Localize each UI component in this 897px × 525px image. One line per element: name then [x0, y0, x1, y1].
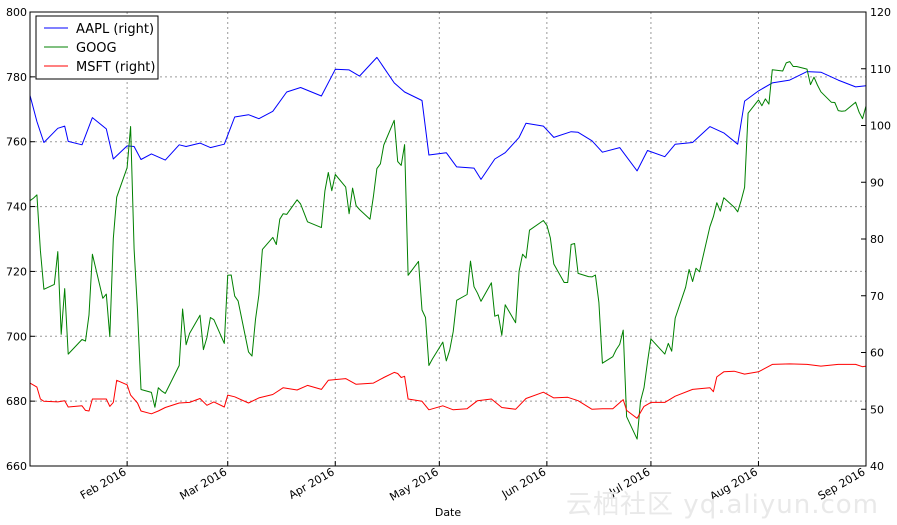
- y-left-tick-label: 740: [6, 201, 27, 214]
- y-right-tick-label: 120: [870, 6, 891, 19]
- x-tick-label: Mar 2016: [177, 465, 229, 502]
- y-left-tick-label: 720: [6, 265, 27, 278]
- legend-label: GOOG: [76, 41, 117, 56]
- x-tick-label: Jun 2016: [499, 465, 549, 501]
- x-tick-label: May 2016: [387, 465, 440, 503]
- y-left-tick-label: 700: [6, 330, 27, 343]
- y-right-tick-label: 90: [870, 176, 884, 189]
- y-right-tick-label: 100: [870, 120, 891, 133]
- y-right-tick-label: 60: [870, 347, 884, 360]
- y-right-tick-label: 110: [870, 63, 891, 76]
- x-tick-label: Apr 2016: [287, 465, 337, 502]
- series-line-msft: [29, 363, 867, 419]
- y-right-tick-label: 70: [870, 290, 884, 303]
- series-lines: [29, 56, 867, 440]
- y-right-tick-label: 40: [870, 460, 884, 473]
- plot-frame: [29, 11, 867, 467]
- y-left-tick-label: 780: [6, 71, 27, 84]
- y-left-tick-label: 760: [6, 136, 27, 149]
- axis-ticks: 660 680 700 720 740 760 780 800 40 50 60 70 80 90 100 1…: [6, 6, 891, 504]
- grid-lines: [30, 11, 867, 467]
- x-axis-label: Date: [435, 506, 462, 519]
- y-left-tick-label: 800: [6, 6, 27, 19]
- legend-label: MSFT (right): [76, 60, 155, 75]
- y-right-tick-label: 80: [870, 233, 884, 246]
- series-line-aapl: [29, 56, 867, 180]
- series-line-goog: [29, 61, 867, 440]
- watermark: 云栖社区 yq.aliyun.com: [566, 490, 879, 520]
- x-tick-label: Feb 2016: [78, 465, 129, 502]
- y-left-tick-label: 680: [6, 395, 27, 408]
- y-right-tick-label: 50: [870, 403, 884, 416]
- legend-label: AAPL (right): [76, 22, 154, 37]
- legend: AAPL (right) GOOG MSFT (right): [35, 15, 159, 80]
- y-left-tick-label: 660: [6, 460, 27, 473]
